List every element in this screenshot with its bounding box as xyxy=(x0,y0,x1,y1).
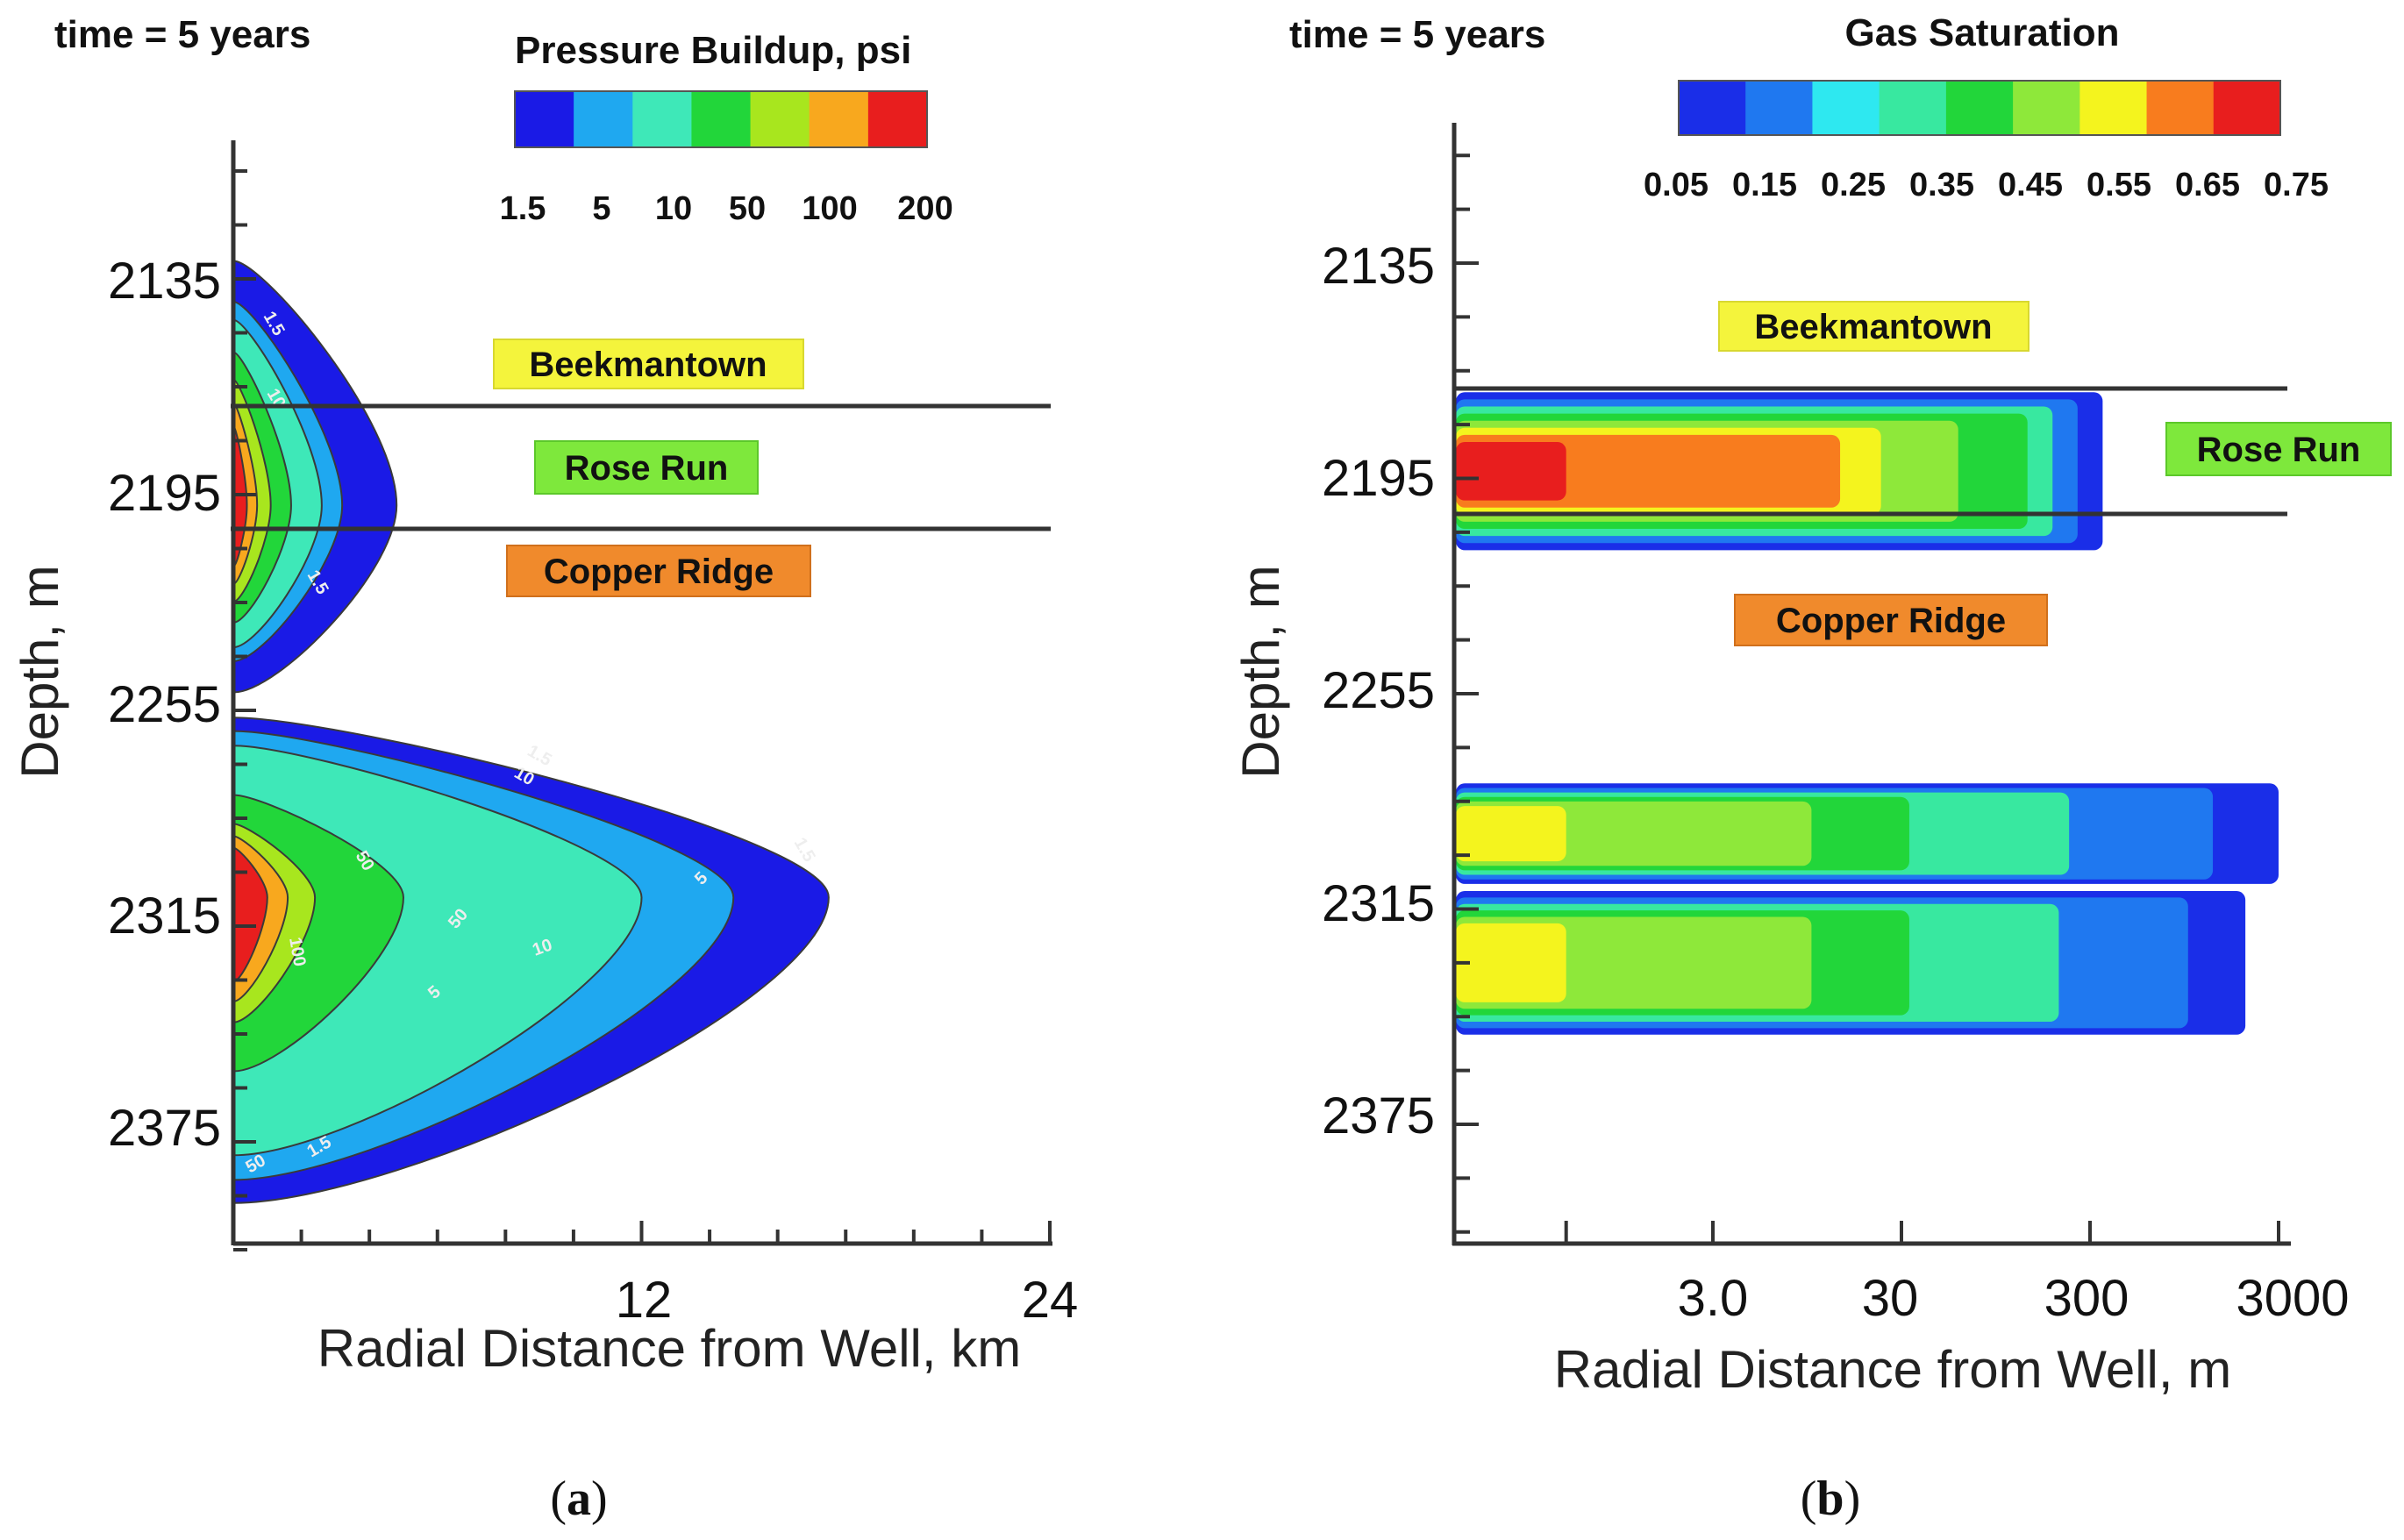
panel-b-colorbar-labels: 0.05 0.15 0.25 0.35 0.45 0.55 0.65 0.75 xyxy=(1644,167,2329,203)
panel-b-colorbar xyxy=(1678,80,2281,136)
x-tick-label: 24 xyxy=(1022,1272,1079,1329)
panel-b-y-axis-label: Depth, m xyxy=(1231,565,1290,778)
colorbar-a-label: 10 xyxy=(655,190,692,227)
caption-letter: a xyxy=(567,1472,591,1526)
formation-label-copper-ridge: Copper Ridge xyxy=(506,545,811,597)
colorbar-b-swatch xyxy=(2213,81,2281,135)
colorbar-a-label: 200 xyxy=(897,190,952,227)
panel-a-ticks xyxy=(233,169,1052,1251)
colorbar-b-swatch xyxy=(1745,81,1813,135)
colorbar-b-label: 0.35 xyxy=(1909,167,1974,203)
colorbar-a-label: 1.5 xyxy=(500,190,546,227)
panel-a-x-tick-labels: 12 24 xyxy=(616,1272,1079,1329)
panel-a-colorbar-labels: 1.5 5 10 50 100 200 xyxy=(500,190,953,227)
colorbar-b-swatch xyxy=(1879,81,1947,135)
y-tick-label: 2315 xyxy=(1322,875,1435,932)
y-tick-label: 2375 xyxy=(108,1100,221,1157)
caption-letter: b xyxy=(1816,1472,1844,1526)
formation-label-rose-run: Rose Run xyxy=(2165,422,2392,476)
colorbar-a-label: 50 xyxy=(729,190,766,227)
x-tick-label: 12 xyxy=(616,1272,673,1329)
x-tick-label: 300 xyxy=(2044,1270,2129,1327)
colorbar-a-swatch xyxy=(515,91,574,147)
colorbar-b-label: 0.15 xyxy=(1732,167,1797,203)
y-tick-label: 2315 xyxy=(108,888,221,945)
pressure-contour-band xyxy=(232,846,268,983)
panel-b-axes xyxy=(1452,123,2291,1246)
contour-label: 1.5 xyxy=(790,835,819,866)
y-tick-label: 2375 xyxy=(1322,1087,1435,1144)
panel-a: time = 5 years Pressure Buildup, psi 1.5… xyxy=(11,13,1078,1526)
x-tick-label: 3000 xyxy=(2236,1270,2349,1327)
contour-label: 1.5 xyxy=(524,741,555,770)
panel-a-y-axis-label: Depth, m xyxy=(11,565,69,778)
colorbar-b-swatch xyxy=(1679,81,1746,135)
colorbar-b-label: 0.45 xyxy=(1998,167,2063,203)
panel-a-colorbar-title: Pressure Buildup, psi xyxy=(515,29,911,72)
formation-label-text: Beekmantown xyxy=(1754,308,1992,346)
colorbar-a-swatch xyxy=(867,91,928,147)
panel-b-x-axis-label: Radial Distance from Well, m xyxy=(1554,1340,2231,1399)
colorbar-b-swatch xyxy=(2013,81,2080,135)
colorbar-b-label: 0.25 xyxy=(1821,167,1886,203)
panel-a-y-tick-labels: 2135 2195 2255 2315 2375 xyxy=(108,253,221,1157)
panel-b-caption: (b) xyxy=(1801,1472,1860,1526)
formation-label-text: Rose Run xyxy=(2197,431,2361,469)
gas-saturation-band xyxy=(1456,806,1566,862)
y-tick-label: 2135 xyxy=(108,253,221,310)
panel-b-y-tick-labels: 2135 2195 2255 2315 2375 xyxy=(1322,238,1435,1144)
panel-b-saturation-area xyxy=(1456,392,2279,1035)
y-tick-label: 2195 xyxy=(108,465,221,522)
formation-label-text: Copper Ridge xyxy=(544,553,774,591)
panel-a-x-axis-label: Radial Distance from Well, km xyxy=(317,1319,1021,1378)
x-tick-label: 3.0 xyxy=(1678,1270,1749,1327)
colorbar-a-swatch xyxy=(632,91,692,147)
colorbar-a-swatch xyxy=(691,91,752,147)
colorbar-b-label: 0.75 xyxy=(2264,167,2329,203)
x-tick-label: 30 xyxy=(1862,1270,1919,1327)
panel-a-colorbar xyxy=(514,90,928,148)
formation-label-beekmantown: Beekmantown xyxy=(1718,301,2029,352)
gas-saturation-band xyxy=(1456,442,1566,501)
y-tick-label: 2195 xyxy=(1322,450,1435,507)
panel-b: time = 5 years Gas Saturation 0.05 0.15 … xyxy=(1231,11,2392,1526)
panel-b-x-tick-labels: 3.0 30 300 3000 xyxy=(1678,1270,2350,1327)
formation-label-text: Rose Run xyxy=(565,449,729,488)
colorbar-a-swatch xyxy=(750,91,810,147)
colorbar-b-swatch xyxy=(1812,81,1880,135)
panel-b-ticks xyxy=(1456,153,2280,1244)
colorbar-b-label: 0.65 xyxy=(2175,167,2240,203)
panel-b-time-label: time = 5 years xyxy=(1289,13,1545,56)
colorbar-a-swatch xyxy=(809,91,869,147)
y-tick-label: 2255 xyxy=(1322,662,1435,719)
colorbar-a-frame xyxy=(514,90,928,148)
formation-label-rose-run: Rose Run xyxy=(534,440,759,495)
y-tick-label: 2135 xyxy=(1322,238,1435,295)
formation-label-beekmantown: Beekmantown xyxy=(493,339,804,389)
colorbar-b-label: 0.05 xyxy=(1644,167,1708,203)
formation-label-text: Beekmantown xyxy=(529,346,767,384)
colorbar-a-label: 100 xyxy=(802,190,857,227)
panel-a-caption: (a) xyxy=(550,1472,607,1526)
colorbar-b-label: 0.55 xyxy=(2087,167,2151,203)
colorbar-b-swatch xyxy=(2146,81,2215,135)
formation-label-text: Copper Ridge xyxy=(1776,602,2006,640)
panel-a-contour-area xyxy=(232,260,830,1204)
gas-saturation-band xyxy=(1456,923,1566,1002)
colorbar-b-swatch xyxy=(1945,81,2014,135)
colorbar-a-label: 5 xyxy=(592,190,610,227)
panel-b-colorbar-title: Gas Saturation xyxy=(1845,11,2120,54)
colorbar-a-swatch xyxy=(574,91,633,147)
y-tick-label: 2255 xyxy=(108,676,221,733)
panel-a-time-label: time = 5 years xyxy=(54,13,310,56)
formation-label-copper-ridge: Copper Ridge xyxy=(1734,594,2048,646)
colorbar-b-frame xyxy=(1678,80,2281,136)
colorbar-b-swatch xyxy=(2079,81,2148,135)
